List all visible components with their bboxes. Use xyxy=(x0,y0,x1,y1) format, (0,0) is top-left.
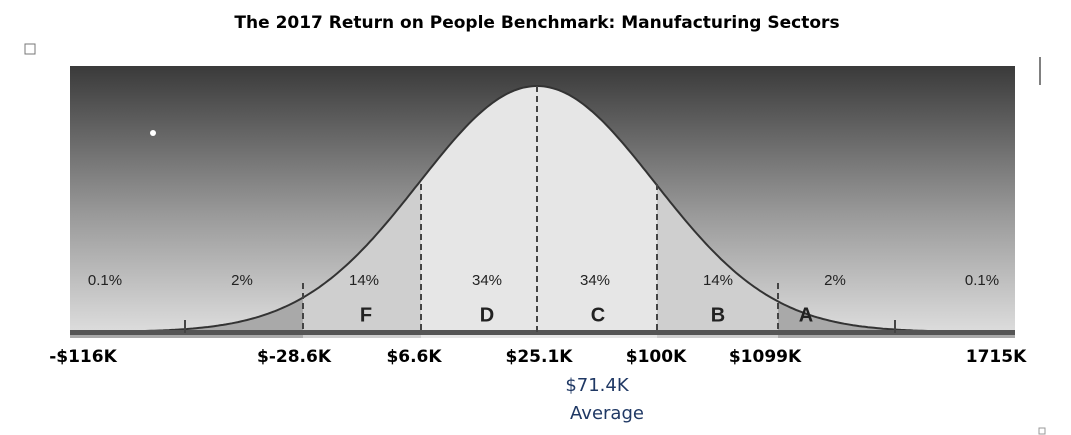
axis-label: $-28.6K xyxy=(257,347,332,367)
title: The 2017 Return on People Benchmark: Man… xyxy=(234,13,839,33)
average-label: Average xyxy=(570,403,644,424)
grade-label: C xyxy=(591,304,605,326)
axis-label: $6.6K xyxy=(386,347,442,367)
axis-label: $100K xyxy=(626,347,687,367)
percent-label: 0.1% xyxy=(965,272,999,289)
axis-label: $1099K xyxy=(729,347,802,367)
dividers xyxy=(302,86,779,333)
dot xyxy=(150,130,156,136)
bell-curve-figure: 0.1% 2% 14% 34% 34% 14% 2% 0.1% F D C B … xyxy=(70,66,1015,338)
percent-label: 34% xyxy=(580,272,610,289)
percent-label: 2% xyxy=(231,272,253,289)
axis-label: $25.1K xyxy=(506,347,574,367)
percent-label: 14% xyxy=(349,272,379,289)
grade-label: D xyxy=(480,304,494,326)
table-handle[interactable] xyxy=(24,43,36,55)
grade-label: B xyxy=(711,304,725,326)
grade-label: A xyxy=(799,304,813,326)
percent-label: 34% xyxy=(472,272,502,289)
average-value: $71.4K xyxy=(565,375,630,396)
baseline xyxy=(70,330,1015,335)
corner-handle xyxy=(1038,427,1046,435)
percent-label: 14% xyxy=(703,272,733,289)
percent-label: 0.1% xyxy=(88,272,122,289)
axis-label: 1715K xyxy=(966,347,1027,367)
grade-label: F xyxy=(360,304,372,326)
axis-label: -$116K xyxy=(49,347,117,367)
curve-outline xyxy=(70,85,1015,333)
percent-label: 2% xyxy=(824,272,846,289)
